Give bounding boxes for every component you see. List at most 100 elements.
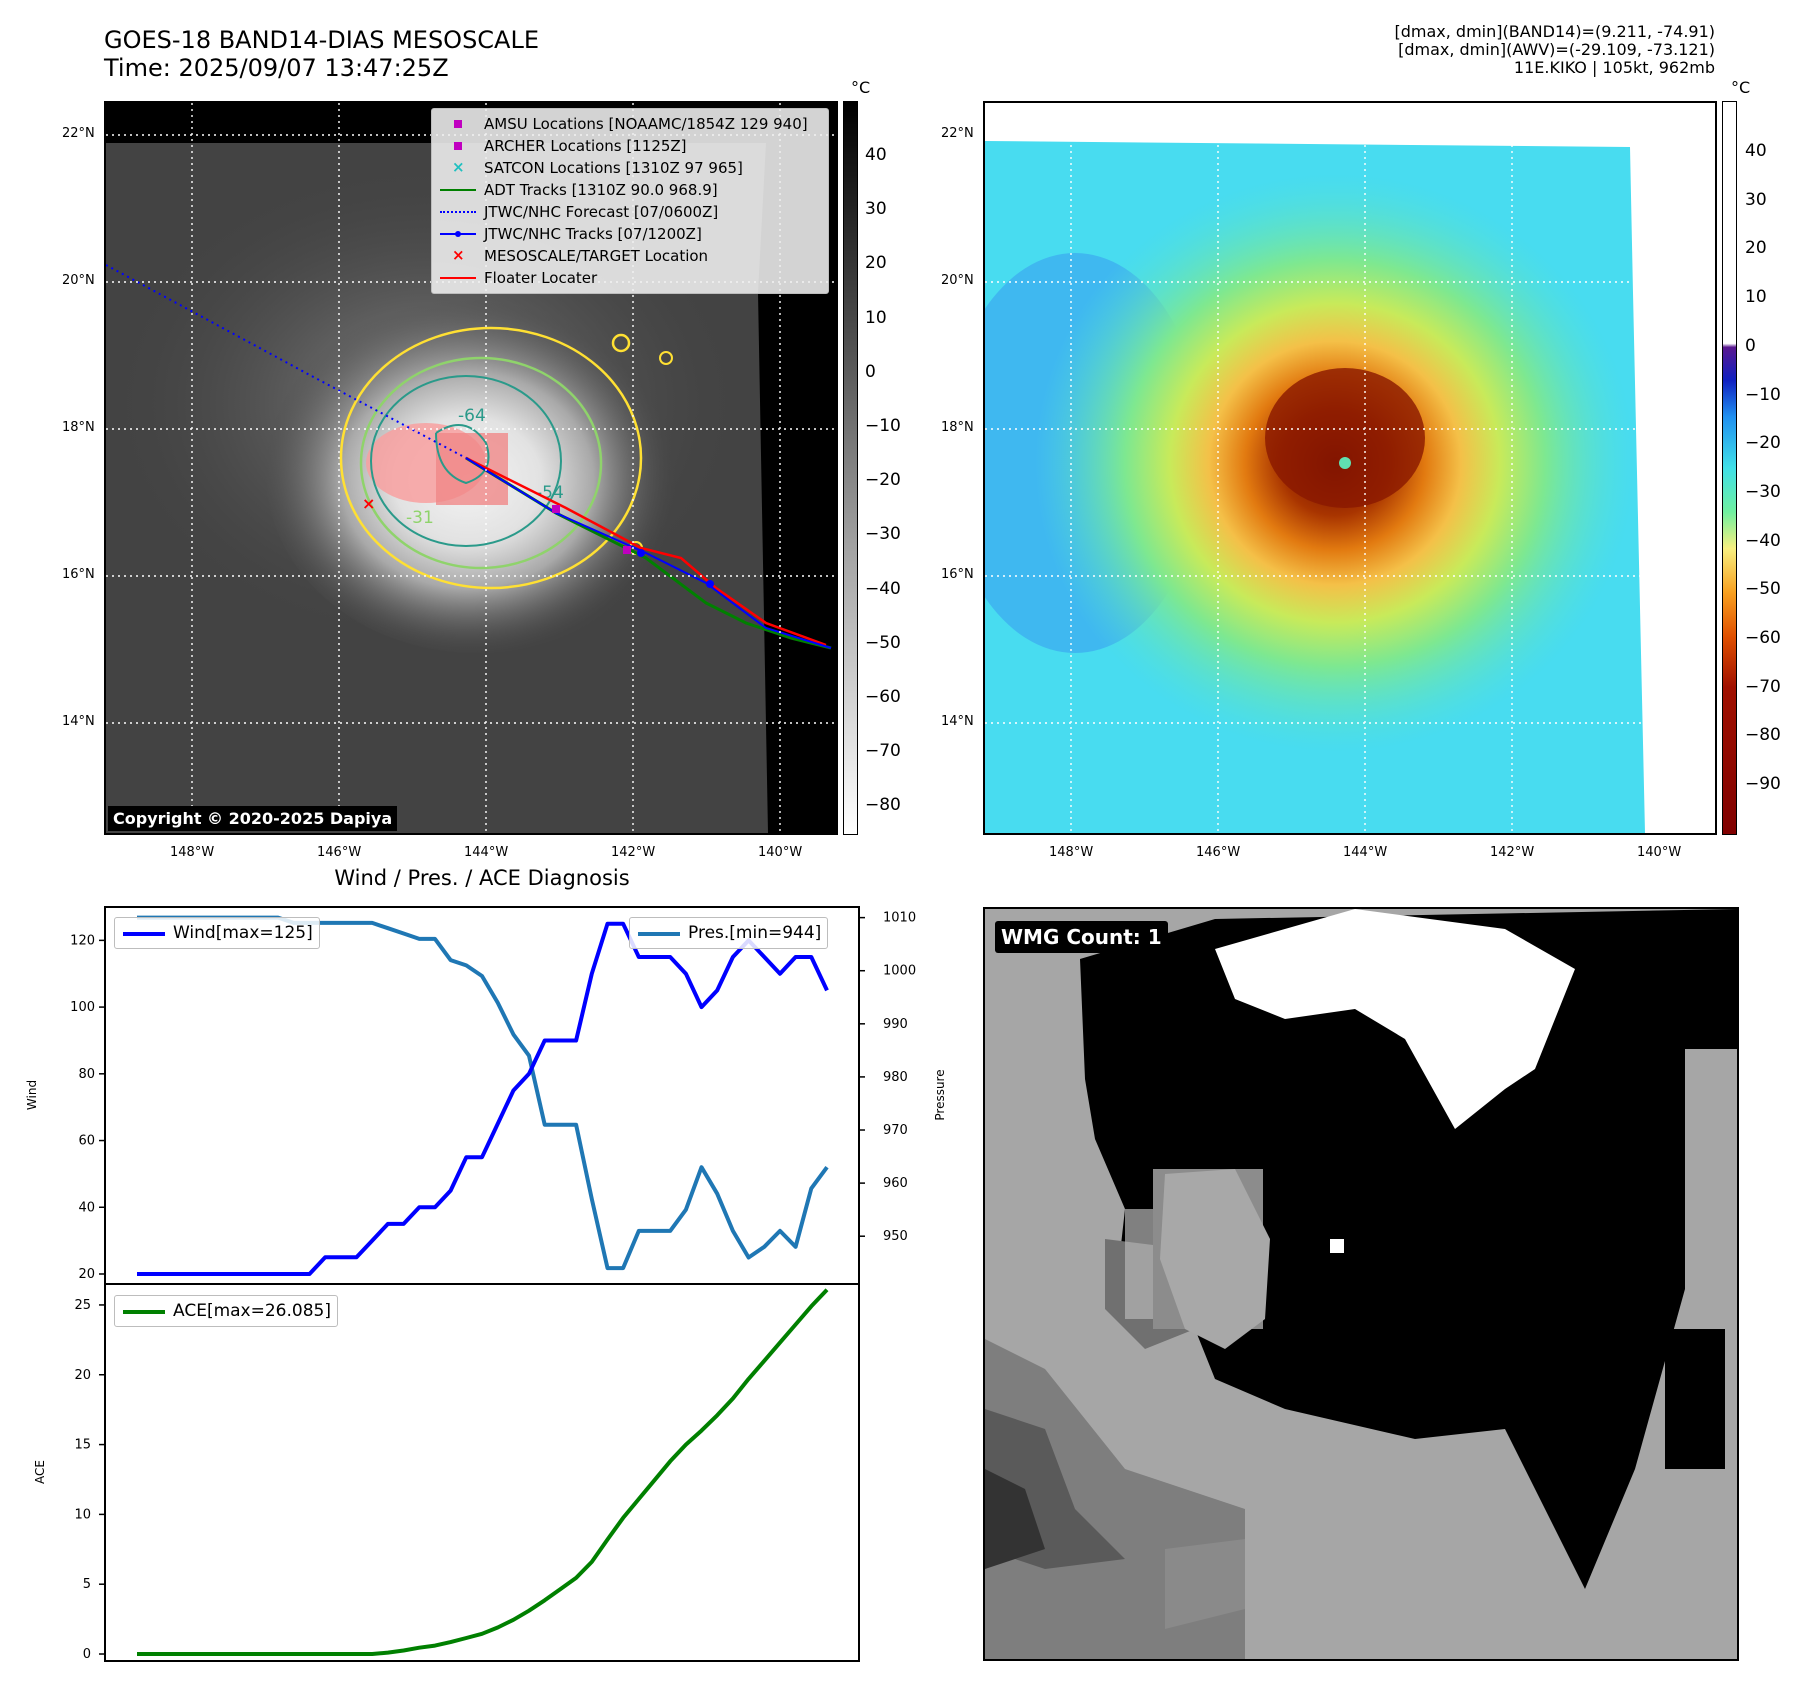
awv-lon-146: 146°W <box>1196 845 1241 860</box>
ir-lon-148: 148°W <box>170 845 215 860</box>
wind-tick-label: 20 <box>78 1267 95 1282</box>
contour-label-2: -54 <box>536 483 564 503</box>
ir-colorbar-tick-label: −30 <box>865 524 901 545</box>
ace-series-line <box>137 1288 829 1656</box>
awv-colorbar-tick-label: −80 <box>1745 725 1781 746</box>
awv-colorbar <box>1722 101 1737 835</box>
diagnosis-chart: Wind Pressure ACE 2040608010012095096097… <box>25 906 947 1662</box>
legend-item-archer: ARCHER Locations [1125Z] <box>438 135 822 157</box>
ir-colorbar-tick-label: −80 <box>865 795 901 816</box>
ir-colorbar-tick-label: 30 <box>865 199 887 220</box>
awv-range: [dmax, dmin](AWV)=(-29.109, -73.121) <box>1398 40 1715 59</box>
legend-item-amsu: AMSU Locations [NOAAMC/1854Z 129 940] <box>438 113 822 135</box>
ir-lat-14: 14°N <box>62 714 95 729</box>
ir-lat-22: 22°N <box>62 126 95 141</box>
wind-tick-label: 80 <box>78 1067 95 1082</box>
pres-legend-label: Pres.[min=944] <box>688 923 822 943</box>
ir-image: -64 -54 -31 × <box>106 103 836 833</box>
wmg-count-label: WMG Count: 1 <box>995 921 1168 953</box>
awv-colorbar-tick-label: −10 <box>1745 384 1781 405</box>
ir-colorbar-tick-label: −40 <box>865 578 901 599</box>
awv-image-panel <box>983 101 1717 835</box>
ace-tick-label: 20 <box>74 1368 91 1383</box>
awv-lat-22: 22°N <box>941 126 974 141</box>
nhc-track <box>465 457 832 649</box>
awv-lat-14: 14°N <box>941 714 974 729</box>
awv-grid <box>985 103 1715 833</box>
legend-item-floater: Floater Locater <box>438 267 822 289</box>
ace-axis-label: ACE <box>33 1460 47 1484</box>
mesoscale-marker: × <box>362 494 375 513</box>
wind-legend-label: Wind[max=125] <box>173 923 313 943</box>
awv-colorbar-tick-label: 30 <box>1745 189 1767 210</box>
awv-colorbar-tick-label: −30 <box>1745 481 1781 502</box>
wind-pres-axes <box>104 906 860 1285</box>
floater-track <box>465 456 827 647</box>
awv-colorbar-tick-label: −60 <box>1745 628 1781 648</box>
wmg-image <box>985 909 1737 1659</box>
ir-colorbar-tick-label: 20 <box>865 253 887 274</box>
ir-lon-146: 146°W <box>317 845 362 860</box>
ace-tick-label: 15 <box>74 1438 91 1453</box>
awv-lat-20: 20°N <box>941 273 974 288</box>
band14-range: [dmax, dmin](BAND14)=(9.211, -74.91) <box>1394 22 1716 41</box>
awv-colorbar-tick-label: −20 <box>1745 433 1781 454</box>
ir-colorbar-unit: °C <box>851 78 871 97</box>
awv-lat-18: 18°N <box>941 420 974 435</box>
contour-label-3: -31 <box>406 508 434 528</box>
pressure-series-line <box>137 915 829 1271</box>
figure-title-line2: Time: 2025/09/07 13:47:25Z <box>104 54 449 82</box>
ir-colorbar-tick-label: 0 <box>865 361 876 382</box>
ir-legend: AMSU Locations [NOAAMC/1854Z 129 940] AR… <box>431 108 829 294</box>
ir-colorbar <box>843 101 858 835</box>
awv-colorbar-unit: °C <box>1731 78 1751 97</box>
pressure-tick-label: 960 <box>883 1176 908 1191</box>
legend-item-mesoscale: × MESOSCALE/TARGET Location <box>452 246 709 265</box>
awv-colorbar-tick-label: −50 <box>1745 579 1781 600</box>
awv-colorbar-tick-label: −70 <box>1745 676 1781 697</box>
figure-title: GOES-18 BAND14-DIAS MESOSCALE Time: 2025… <box>104 26 539 82</box>
ace-tick-label: 10 <box>74 1507 91 1522</box>
wind-legend: Wind[max=125] <box>114 917 320 949</box>
awv-colorbar-tick-label: 20 <box>1745 238 1767 259</box>
figure-title-line1: GOES-18 BAND14-DIAS MESOSCALE <box>104 26 540 54</box>
wind-axis-label: Wind <box>25 1080 39 1110</box>
ir-lat-18: 18°N <box>62 420 95 435</box>
legend-item-nhc-tracks: JTWC/NHC Tracks [07/1200Z] <box>438 223 822 245</box>
awv-lon-148: 148°W <box>1049 845 1094 860</box>
wind-tick-label: 120 <box>70 933 95 948</box>
ace-axes <box>104 1283 860 1662</box>
ace-tick-label: 5 <box>83 1577 91 1592</box>
archer-marker <box>623 546 631 554</box>
ace-tick-label: 25 <box>74 1298 91 1313</box>
contour-label-1: -64 <box>458 406 486 426</box>
awv-lon-140: 140°W <box>1637 845 1682 860</box>
awv-image <box>985 103 1715 833</box>
wind-tick-label: 60 <box>78 1134 95 1149</box>
awv-colorbar-tick-label: −90 <box>1745 774 1781 795</box>
ace-legend: ACE[max=26.085] <box>114 1295 338 1327</box>
pressure-tick-label: 1010 <box>883 911 916 926</box>
amsu-marker <box>552 505 560 513</box>
ace-tick-label: 0 <box>83 1647 91 1662</box>
ir-colorbar-tick-label: −60 <box>865 687 901 707</box>
awv-lon-142: 142°W <box>1490 845 1535 860</box>
ace-legend-label: ACE[max=26.085] <box>173 1301 331 1321</box>
wind-tick-label: 100 <box>70 1000 95 1015</box>
ir-colorbar-tick-label: 10 <box>865 307 887 328</box>
legend-item-satcon: × SATCON Locations [1310Z 97 965] <box>452 158 743 177</box>
awv-colorbar-tick-label: 40 <box>1745 141 1767 161</box>
legend-item-adt: ADT Tracks [1310Z 90.0 968.9] <box>438 179 822 201</box>
awv-colorbar-tick-label: −40 <box>1745 530 1781 551</box>
awv-colorbar-tick-label: 0 <box>1745 335 1756 356</box>
awv-lon-144: 144°W <box>1343 845 1388 860</box>
pressure-tick-label: 990 <box>883 1017 908 1032</box>
pressure-tick-label: 1000 <box>883 964 916 979</box>
ir-lon-140: 140°W <box>758 845 803 860</box>
pres-legend: Pres.[min=944] <box>629 917 829 949</box>
ir-colorbar-tick-label: −10 <box>865 416 901 436</box>
diagnosis-title: Wind / Pres. / ACE Diagnosis <box>334 866 630 890</box>
awv-lat-16: 16°N <box>941 567 974 582</box>
ir-lat-20: 20°N <box>62 273 95 288</box>
ir-colorbar-tick-label: −70 <box>865 741 901 762</box>
